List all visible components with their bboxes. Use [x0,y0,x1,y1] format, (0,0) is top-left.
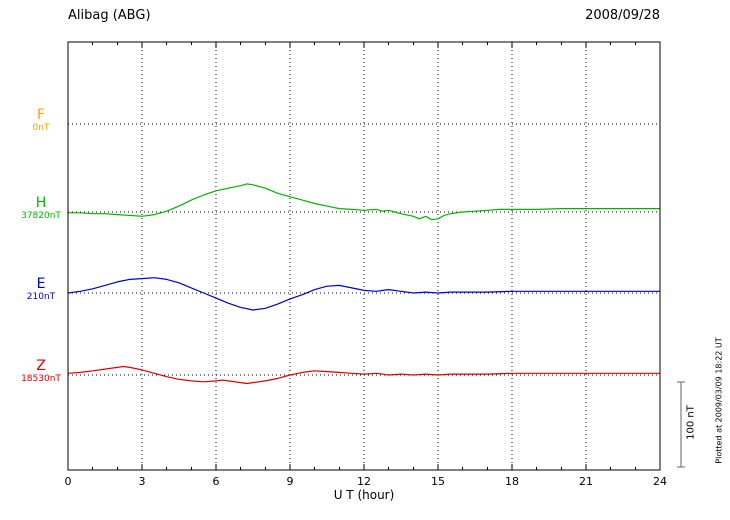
x-tick-label-12: 12 [357,475,371,488]
x-tick-label-0: 0 [65,475,72,488]
trace-Z [67,365,660,385]
component-baseline-z: 18530nT [21,374,61,384]
component-baseline-f: 0nT [32,123,50,133]
x-tick-label-21: 21 [579,475,593,488]
station-title: Alibag (ABG) [68,8,151,23]
plot-frame [67,41,661,471]
x-tick-label-18: 18 [505,475,519,488]
x-tick-label-6: 6 [213,475,220,488]
component-letter-f: F [36,107,46,123]
x-axis-label: U T (hour) [333,488,395,502]
component-baseline-e: 210nT [26,292,56,302]
component-label-e: E 210nT [10,276,72,303]
component-label-z: Z 18530nT [10,358,72,385]
component-label-h: H 37820nT [10,195,72,222]
plot-date: 2008/09/28 [585,8,660,23]
trace-E [67,277,660,311]
plotted-at-note: Plotted at 2009/03/09 18:22 UT [714,337,724,464]
component-letter-z: Z [36,358,46,374]
x-tick-label-9: 9 [287,475,294,488]
component-baseline-h: 37820nT [21,211,61,221]
x-tick-label-3: 3 [139,475,146,488]
x-tick-label-15: 15 [431,475,445,488]
component-label-f: F 0nT [10,107,72,134]
component-letter-h: H [35,195,47,211]
scale-bar-label: 100 nT [685,405,697,440]
trace-H [68,183,660,221]
component-letter-e: E [36,276,46,292]
x-tick-label-24: 24 [653,475,667,488]
